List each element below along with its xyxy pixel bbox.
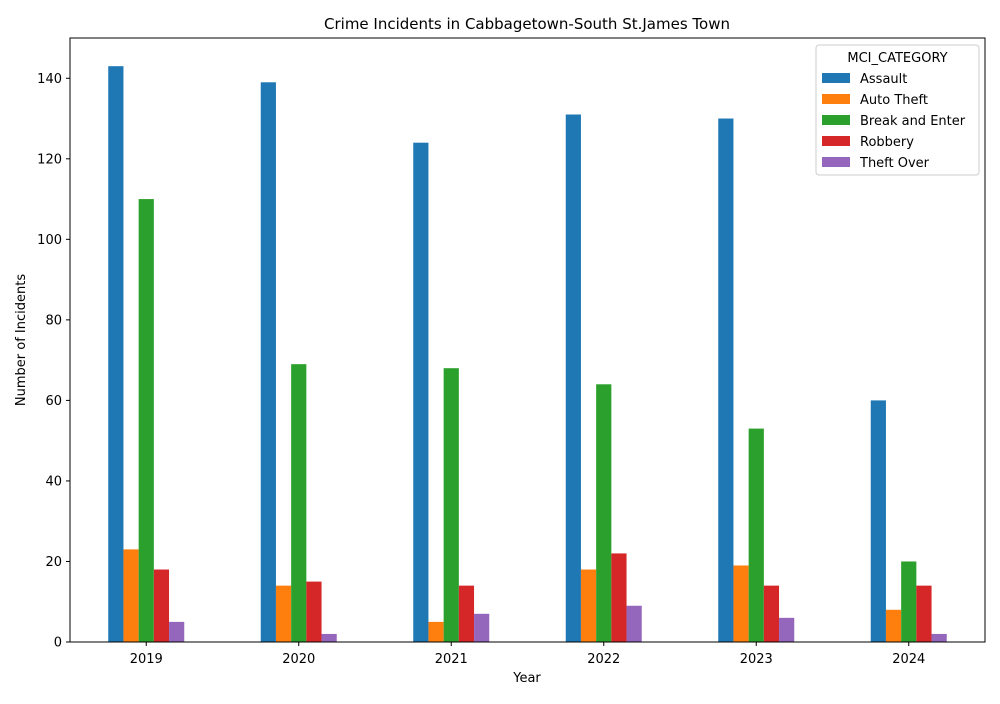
bar-auto-theft-2019: [123, 549, 139, 642]
bar-robbery-2022: [611, 553, 627, 642]
bar-auto-theft-2020: [275, 585, 292, 642]
bar-break-and-enter-2021: [443, 368, 459, 642]
legend-swatch-assault: [822, 73, 850, 83]
legend: MCI_CATEGORY Assault Auto Theft Break and E…: [815, 44, 980, 176]
chart-title: Crime Incidents in Cabbagetown-South St.…: [324, 15, 730, 33]
bar-break-and-enter-2022: [596, 384, 612, 642]
legend-title: MCI_CATEGORY: [847, 51, 947, 66]
y-tick-label: 120: [37, 152, 62, 167]
y-tick-label: 100: [37, 233, 62, 248]
bar-auto-theft-2023: [733, 565, 749, 642]
plot-frame: [69, 37, 986, 643]
bar-robbery-2023: [763, 585, 780, 642]
y-tick-label: 0: [54, 636, 62, 651]
y-tick-label: 40: [45, 474, 62, 489]
y-tick-label: 20: [45, 555, 62, 570]
bar-assault-2024: [870, 400, 886, 642]
bar-robbery-2019: [153, 569, 170, 642]
bar-assault-2022: [565, 114, 581, 642]
bar-theft-over-2019: [169, 621, 185, 642]
bar-auto-theft-2021: [428, 621, 444, 642]
bar-theft-over-2022: [626, 605, 642, 642]
bar-assault-2023: [718, 118, 734, 642]
bar-break-and-enter-2023: [748, 428, 764, 642]
bar-theft-over-2023: [779, 617, 795, 642]
legend-swatch-auto-theft: [822, 94, 850, 104]
legend-swatch-robbery: [822, 136, 850, 146]
bar-robbery-2021: [458, 585, 475, 642]
legend-label-auto-theft: Auto Theft: [860, 93, 928, 108]
legend-label-break-and-enter: Break and Enter: [860, 114, 966, 129]
legend-swatch-break-and-enter: [822, 115, 850, 125]
bar-auto-theft-2024: [885, 609, 902, 642]
x-tick-label: 2022: [587, 652, 620, 667]
bar-theft-over-2020: [321, 633, 337, 642]
legend-label-theft-over: Theft Over: [859, 156, 930, 171]
bar-break-and-enter-2020: [291, 364, 307, 642]
bar-robbery-2024: [916, 585, 932, 642]
bar-theft-over-2021: [474, 613, 490, 642]
bar-theft-over-2024: [931, 633, 947, 642]
bar-robbery-2020: [306, 581, 322, 642]
y-axis-label: Number of Incidents: [14, 274, 29, 406]
bar-break-and-enter-2019: [138, 199, 154, 642]
legend-box: [815, 44, 980, 176]
y-tick-label: 80: [45, 313, 62, 328]
bar-assault-2021: [413, 142, 429, 642]
legend-label-assault: Assault: [860, 72, 907, 87]
bar-assault-2019: [108, 66, 124, 642]
y-tick-label: 60: [45, 394, 62, 409]
bar-auto-theft-2022: [580, 569, 597, 642]
bar-assault-2020: [260, 82, 276, 643]
legend-swatch-theft-over: [822, 157, 850, 167]
x-tick-label: 2023: [740, 652, 773, 667]
plot-area: 0 20 40 60 80 100 120 140 2019 2020 2021 2022 2023 20…: [37, 37, 986, 667]
x-tick-label: 2021: [435, 652, 468, 667]
y-tick-label: 140: [37, 72, 62, 87]
x-tick-label: 2019: [130, 652, 163, 667]
x-tick-label: 2024: [892, 652, 925, 667]
bar-break-and-enter-2024: [901, 561, 917, 642]
x-axis-label: Year: [512, 671, 541, 686]
legend-label-robbery: Robbery: [860, 135, 914, 150]
x-tick-label: 2020: [282, 652, 315, 667]
